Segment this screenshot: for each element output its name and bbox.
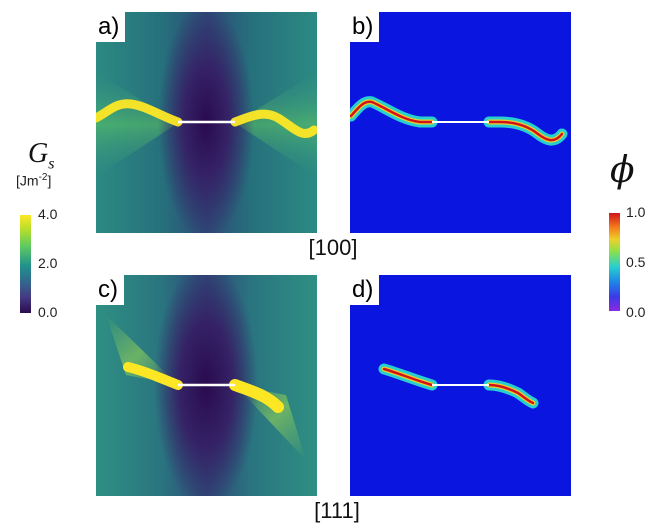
- panel-a-right-wing: [235, 72, 317, 177]
- panel-d-left-crack-core: [382, 367, 434, 387]
- panel-c-gs-field: c): [96, 275, 317, 496]
- panel-a-left-crack-band: [96, 99, 183, 127]
- panel-b-left-crack-core: [350, 100, 434, 124]
- phi-tick-max: 1.0: [626, 204, 646, 220]
- panel-c-plot: [96, 275, 317, 496]
- panel-b-phase-field: b): [350, 12, 571, 233]
- panel-a-plot: [96, 12, 317, 233]
- panel-d-tag: d): [350, 275, 380, 305]
- gs-colorbar-gradient: [20, 215, 31, 313]
- phi-colorbar-gradient: [609, 213, 620, 311]
- gs-colorbar: Gs [Jm-2] 4.0 2.0 0.0: [2, 138, 82, 323]
- gs-unit-label: [Jm-2]: [16, 172, 51, 189]
- panel-a-left-wing: [96, 72, 178, 177]
- panel-c-right-crack-band: [229, 379, 284, 413]
- gs-symbol-subscript: s: [48, 155, 55, 173]
- gs-unit-exponent: -2: [38, 172, 48, 183]
- panel-b-plot: [350, 12, 571, 233]
- panel-d-plot: [350, 275, 571, 496]
- caption-100: [100]: [308, 235, 358, 260]
- phi-symbol: ϕ: [610, 150, 635, 191]
- gs-tick-mid: 2.0: [38, 255, 58, 271]
- gs-tick-max: 4.0: [38, 206, 58, 222]
- phi-tick-min: 0.0: [626, 304, 646, 320]
- panel-b-tag: b): [350, 12, 380, 42]
- gs-symbol: Gs: [28, 138, 54, 174]
- panel-a-gs-field: a): [96, 12, 317, 233]
- gs-unit-suffix: ]: [47, 172, 52, 189]
- panel-a-tag: a): [96, 12, 126, 42]
- phi-tick-mid: 0.5: [626, 254, 646, 270]
- panel-d-right-crack-core: [487, 383, 535, 405]
- gs-tick-min: 0.0: [38, 304, 58, 320]
- panel-a-right-crack-band: [230, 109, 317, 138]
- phi-colorbar: ϕ 1.0 0.5 0.0: [590, 150, 665, 325]
- gs-unit-prefix: [Jm: [16, 172, 39, 189]
- panel-c-tag: c): [96, 275, 124, 305]
- panel-b-right-crack-core: [487, 120, 564, 142]
- gs-symbol-letter: G: [28, 138, 49, 169]
- panel-d-phase-field: d): [350, 275, 571, 496]
- caption-111: [111]: [314, 498, 360, 523]
- panel-c-left-crack-band: [123, 362, 183, 390]
